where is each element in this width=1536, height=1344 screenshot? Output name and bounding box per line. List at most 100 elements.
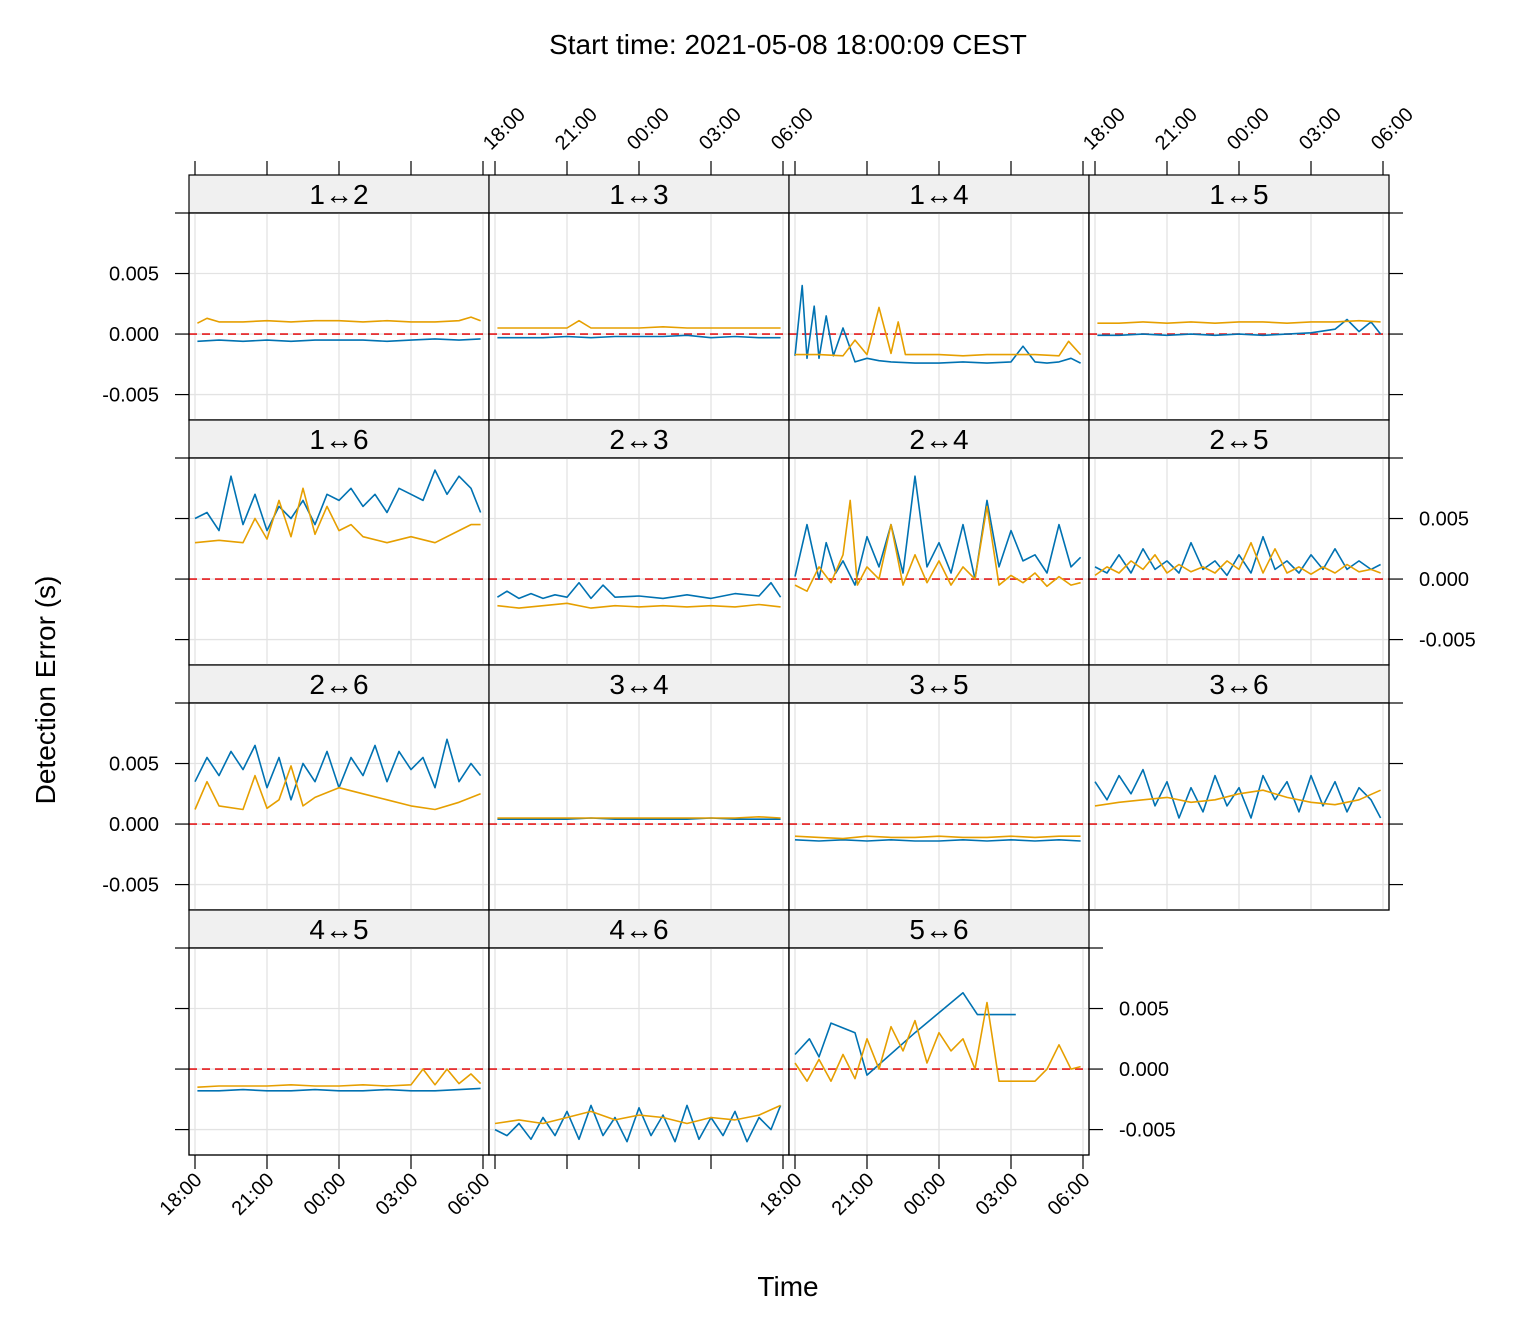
series-line-1 — [496, 581, 782, 600]
panel-3↔4: 3↔4 — [488, 664, 790, 911]
series-line-1 — [1094, 535, 1381, 577]
panel-strip — [788, 419, 1090, 459]
series-line-1 — [497, 817, 781, 821]
panel-2↔3: 2↔3 — [488, 419, 790, 666]
panel-1↔2: 1↔2 — [188, 174, 490, 421]
panel-strip — [488, 419, 790, 459]
panel-4↔6: 4↔6 — [488, 909, 790, 1156]
panel-strip-label: 2↔3 — [609, 424, 668, 455]
x-tick-label: 03:00 — [695, 104, 746, 155]
x-tick-label: 06:00 — [444, 1169, 495, 1220]
x-tick-label: 06:00 — [1367, 104, 1418, 155]
panel-strip — [1088, 174, 1390, 214]
series-line-1 — [1094, 768, 1382, 819]
series-line-1 — [197, 1087, 481, 1092]
panel-strip-label: 4↔6 — [609, 914, 668, 945]
x-tick-label: 21:00 — [1151, 104, 1202, 155]
x-tick-label: 03:00 — [372, 1169, 423, 1220]
panel-strip-label: 4↔5 — [309, 914, 368, 945]
panel-strip-label: 2↔4 — [909, 424, 968, 455]
y-axis-title: Detection Error (s) — [30, 576, 61, 805]
y-tick-label: 0.000 — [109, 324, 159, 346]
series-line-2 — [1097, 319, 1381, 325]
panel-strip-label: 3↔4 — [609, 669, 668, 700]
panel-strip — [188, 909, 490, 949]
panel-strip — [1088, 419, 1390, 459]
panel-frame — [1088, 702, 1390, 911]
panel-strip-label: 2↔6 — [309, 669, 368, 700]
x-tick-label: 03:00 — [972, 1169, 1023, 1220]
panel-strip — [188, 419, 490, 459]
panel-2↔6: 2↔6 — [188, 664, 490, 911]
panel-2↔4: 2↔4 — [788, 419, 1090, 666]
x-axis-title: Time — [757, 1271, 818, 1302]
x-tick-label: 18:00 — [479, 104, 530, 155]
series-line-2 — [197, 1068, 482, 1088]
panel-3↔6: 3↔6 — [1088, 664, 1390, 911]
y-tick-label: 0.000 — [1419, 569, 1469, 591]
panel-strip-label: 1↔3 — [609, 179, 668, 210]
series-line-1 — [194, 469, 482, 532]
series-line-1 — [1097, 318, 1382, 337]
x-tick-label: 00:00 — [1223, 104, 1274, 155]
series-line-2 — [194, 765, 481, 811]
panel-strip — [788, 909, 1090, 949]
series-line-1 — [494, 1104, 782, 1143]
y-tick-label: -0.005 — [1419, 630, 1476, 652]
series-line-2 — [194, 487, 481, 544]
series-line-2 — [497, 815, 781, 819]
y-tick-label: 0.005 — [1419, 509, 1469, 531]
x-tick-label: 00:00 — [623, 104, 674, 155]
panel-1↔3: 1↔3 — [488, 174, 790, 421]
x-tick-label: 03:00 — [1295, 104, 1346, 155]
x-tick-label: 00:00 — [300, 1169, 351, 1220]
panel-2↔5: 2↔5 — [1088, 419, 1390, 666]
series-line-2 — [1094, 541, 1381, 577]
series-line-2 — [794, 499, 1081, 593]
x-tick-label: 18:00 — [1079, 104, 1130, 155]
y-tick-label: 0.005 — [109, 754, 159, 776]
series-line-2 — [794, 835, 1081, 840]
series-line-1 — [794, 991, 1016, 1076]
y-tick-label: 0.005 — [1119, 999, 1169, 1021]
panel-strip-label: 1↔2 — [309, 179, 368, 210]
panel-1↔6: 1↔6 — [188, 419, 490, 666]
series-line-1 — [497, 334, 781, 339]
series-line-1 — [794, 475, 1082, 586]
x-tick-label: 21:00 — [228, 1169, 279, 1220]
series-line-2 — [494, 1104, 781, 1125]
panel-3↔5: 3↔5 — [788, 664, 1090, 911]
chart-title: Start time: 2021-05-08 18:00:09 CEST — [549, 29, 1027, 60]
series-line-1 — [197, 338, 481, 343]
y-tick-label: 0.000 — [109, 814, 159, 836]
x-tick-label: 21:00 — [828, 1169, 879, 1220]
panel-strip — [1088, 664, 1390, 704]
panel-strip-label: 1↔6 — [309, 424, 368, 455]
panel-strip-label: 2↔5 — [1209, 424, 1268, 455]
panels-layer: 1↔2 1↔3 1↔4 1↔5 1↔6 2↔3 2↔4 2↔5 2↔6 3↔4 3↔5 3↔6 4↔5 4… — [188, 174, 1390, 1156]
series-line-2 — [497, 319, 781, 329]
y-tick-label: -0.005 — [1119, 1120, 1176, 1142]
x-tick-label: 06:00 — [1044, 1169, 1095, 1220]
y-tick-label: -0.005 — [102, 875, 159, 897]
x-tick-label: 18:00 — [756, 1169, 807, 1220]
x-tick-label: 00:00 — [900, 1169, 951, 1220]
panel-strip — [188, 174, 490, 214]
x-tick-label: 06:00 — [767, 104, 818, 155]
panel-strip-label: 1↔4 — [909, 179, 968, 210]
series-line-2 — [497, 602, 781, 609]
x-tick-label: 21:00 — [551, 104, 602, 155]
panel-strip-label: 3↔5 — [909, 669, 968, 700]
y-tick-label: -0.005 — [102, 385, 159, 407]
series-line-1 — [794, 284, 1081, 364]
panel-strip — [188, 664, 490, 704]
y-tick-label: 0.005 — [109, 264, 159, 286]
panel-5↔6: 5↔6 — [788, 909, 1090, 1156]
series-line-2 — [794, 1001, 1081, 1082]
panel-strip-label: 3↔6 — [1209, 669, 1268, 700]
panel-1↔4: 1↔4 — [788, 174, 1090, 421]
series-line-2 — [197, 316, 481, 324]
panel-strip-label: 5↔6 — [909, 914, 968, 945]
panel-strip-label: 1↔5 — [1209, 179, 1268, 210]
